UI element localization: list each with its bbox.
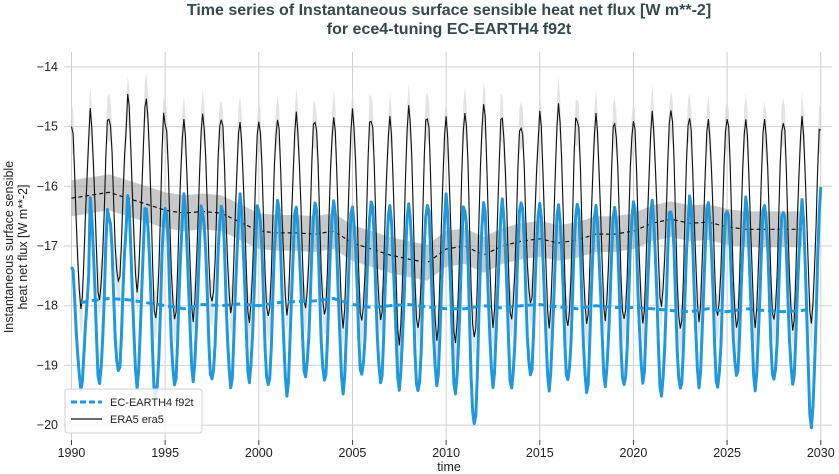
y-axis-label-line-1: Instantaneous surface sensible [2,161,16,333]
chart-title-line-2: for ece4-tuning EC-EARTH4 f92t [327,21,572,38]
era5-spread-band [71,72,821,373]
x-axis-ticks: 1990 1995 2000 2005 2010 2015 2020 2025 2030 [58,440,835,460]
era5-monthly-line [70,93,822,346]
era5-running-mean [71,191,802,264]
x-tick-label: 2025 [713,446,741,460]
y-tick-label: −18 [37,299,58,313]
y-tick-label: −19 [37,358,58,372]
era5-mean-band [71,174,802,281]
plot-area [70,72,823,430]
chart-title-line-1: Time series of Instantaneous surface sen… [187,2,711,19]
legend-box [64,388,203,434]
x-tick-label: 2010 [432,446,460,460]
y-axis-ticks: −14 −15 −16 −17 −18 −19 −20 [37,60,58,432]
x-tick-label: 2000 [245,446,273,460]
ecearth-running-mean [80,296,812,314]
x-tick-label: 1995 [151,446,179,460]
legend: EC-EARTH4 f92t ERA5 era5 [64,388,203,434]
x-tick-label: 1990 [58,446,86,460]
legend-label-ecearth: EC-EARTH4 f92t [110,397,194,409]
y-tick-label: −17 [37,239,58,253]
y-tick-label: −20 [37,418,58,432]
x-tick-label: 2005 [339,446,367,460]
y-axis-label-line-2: heat net flux [W m**-2] [16,184,30,309]
ecearth-monthly-line [70,186,823,430]
x-tick-label: 2015 [526,446,554,460]
x-tick-label: 2030 [807,446,835,460]
x-axis-label: time [437,460,461,474]
y-axis-label: Instantaneous surface sensible heat net … [2,161,30,333]
y-tick-label: −16 [37,179,58,193]
y-tick-label: −15 [37,120,58,134]
y-tick-label: −14 [37,60,58,74]
x-tick-label: 2020 [620,446,648,460]
legend-label-era5: ERA5 era5 [110,414,164,426]
